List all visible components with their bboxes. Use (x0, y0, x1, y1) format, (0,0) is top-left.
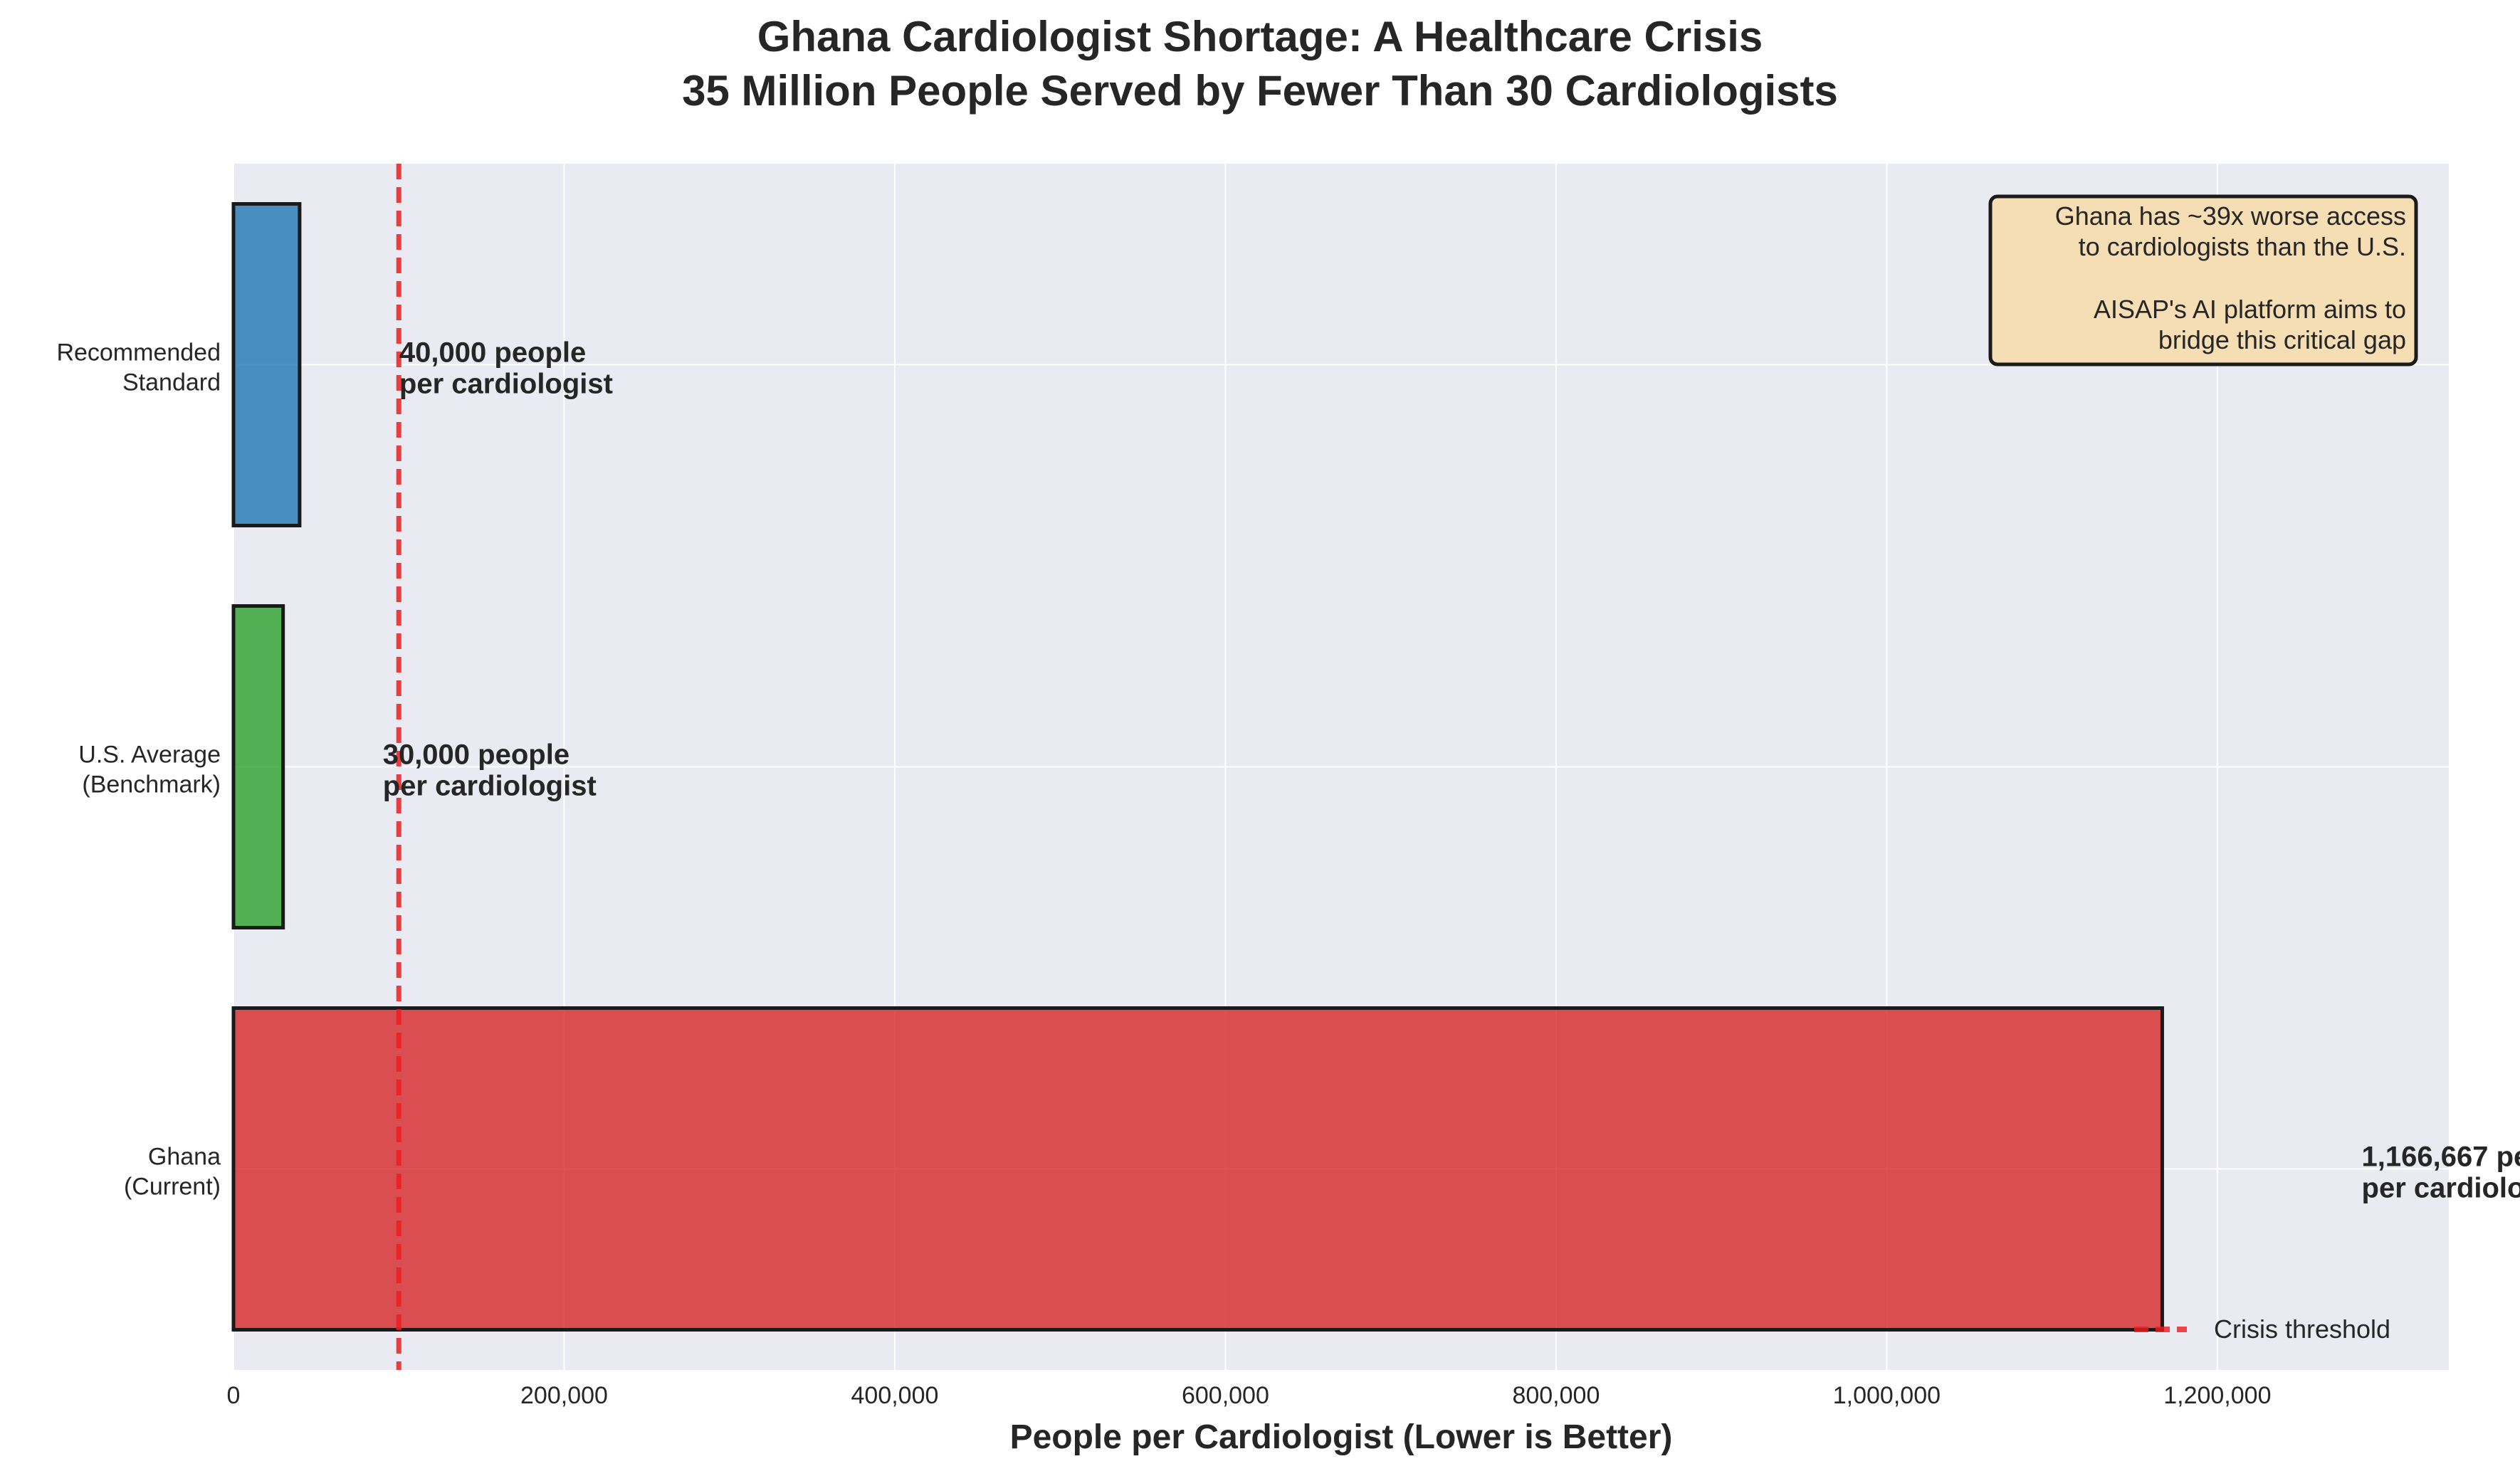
value-label-0-line2: per cardiologist (2362, 1173, 2520, 1204)
annotation-line-2: to cardiologists than the U.S. (2079, 232, 2406, 261)
annotation-line-1: Ghana has ~39x worse access (2055, 201, 2406, 231)
x-tick-label-4: 800,000 (1512, 1382, 1600, 1409)
y-tick-label-2-line2: Standard (122, 369, 221, 396)
y-tick-label-0-line1: Ghana (148, 1144, 221, 1171)
y-tick-label-2-line1: Recommended (56, 339, 221, 367)
legend-label-crisis-threshold: Crisis threshold (2214, 1314, 2390, 1344)
y-tick-label-0-line2: (Current) (124, 1174, 221, 1201)
annotation-box: Ghana has ~39x worse access to cardiolog… (1988, 194, 2418, 367)
value-label-2-line1: 40,000 people (399, 337, 586, 369)
x-tick-label-1: 200,000 (520, 1382, 608, 1409)
annotation-line-5: bridge this critical gap (2158, 325, 2406, 354)
y-tick-label-1-line2: (Benchmark) (82, 771, 221, 798)
bar-0 (231, 1006, 2164, 1332)
value-label-1-line2: per cardiologist (383, 771, 597, 802)
x-axis-label: People per Cardiologist (Lower is Better… (1010, 1418, 1673, 1456)
legend: Crisis threshold (2134, 1314, 2390, 1344)
x-tick-label-2: 400,000 (851, 1382, 939, 1409)
bar-1 (231, 604, 285, 929)
y-tick-labels: Ghana (Current) U.S. Average(Benchmark) Rec… (56, 339, 221, 1201)
value-label-0-line1: 1,166,667 people (2362, 1142, 2520, 1173)
x-tick-label-3: 600,000 (1182, 1382, 1269, 1409)
chart-title-line1: Ghana Cardiologist Shortage: A Healthcar… (757, 13, 1763, 60)
value-label-1-line1: 30,000 people (383, 739, 569, 771)
x-tick-label-0: 0 (227, 1382, 241, 1409)
value-label-2-line2: per cardiologist (399, 369, 613, 400)
bars (231, 202, 2164, 1332)
chart-title-line2: 35 Million People Served by Fewer Than 3… (682, 67, 1838, 115)
annotation-background (1988, 194, 2418, 367)
y-tick-label-1-line1: U.S. Average (78, 742, 221, 769)
x-tick-label-5: 1,000,000 (1833, 1382, 1941, 1409)
annotation-line-4: AISAP's AI platform aims to (2094, 295, 2406, 324)
x-tick-label-6: 1,200,000 (2163, 1382, 2271, 1409)
x-tick-labels: 0 200,000 400,000 600,000 800,000 1,000,000 1,… (227, 1382, 2272, 1409)
bar-2 (231, 202, 302, 527)
